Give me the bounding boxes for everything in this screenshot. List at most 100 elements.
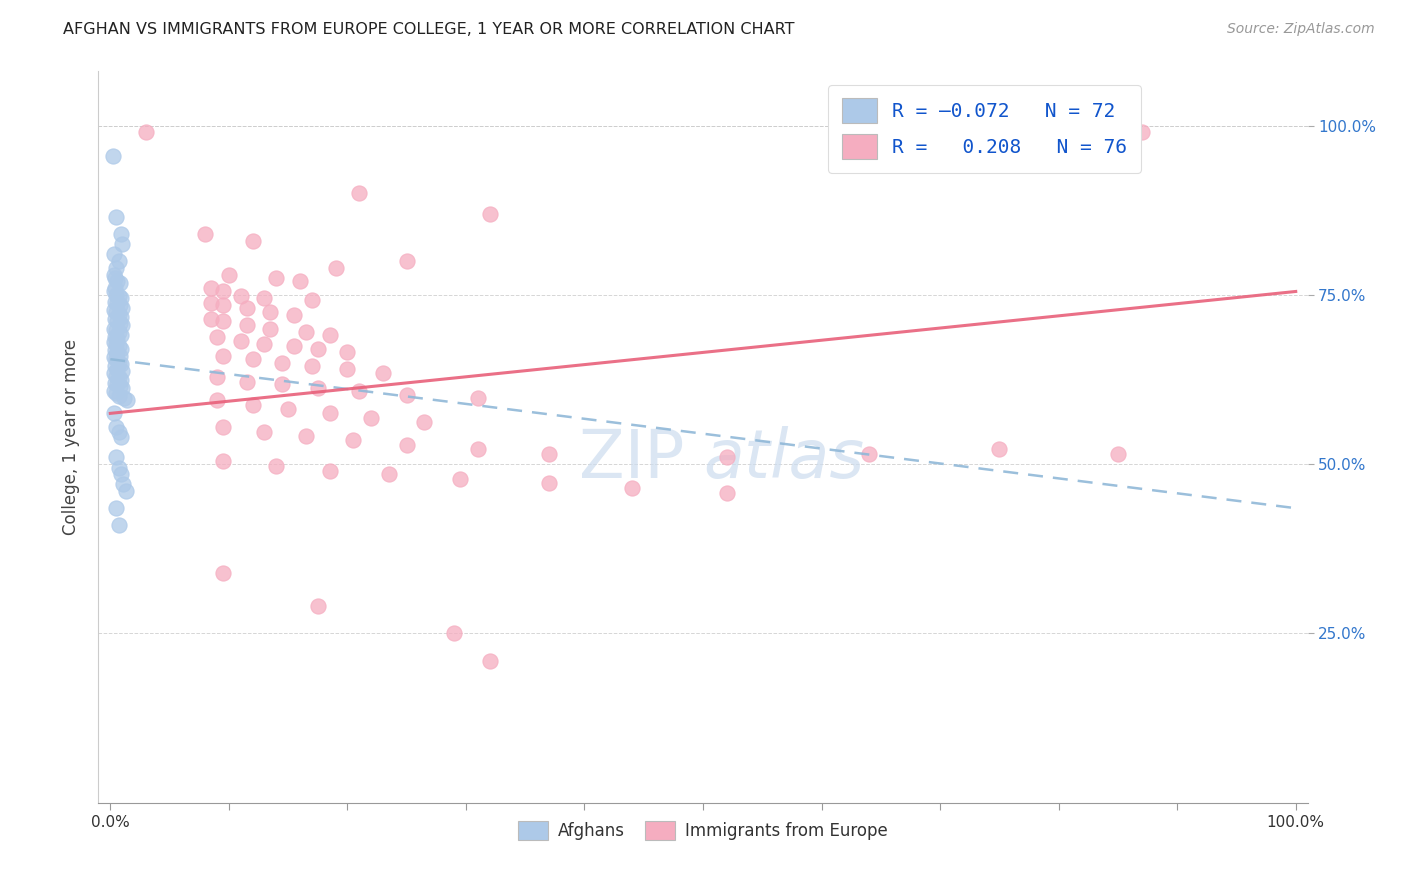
Point xyxy=(110,342,132,356)
Point xyxy=(212,566,235,580)
Point xyxy=(111,301,134,316)
Point xyxy=(342,434,364,448)
Point xyxy=(229,334,252,348)
Point xyxy=(105,296,128,310)
Point xyxy=(104,343,127,358)
Point xyxy=(107,425,129,439)
Point xyxy=(107,325,129,339)
Point xyxy=(253,291,276,305)
Point xyxy=(105,210,128,224)
Point xyxy=(103,322,125,336)
Point xyxy=(253,425,276,439)
Point xyxy=(318,328,340,343)
Point xyxy=(212,420,235,434)
Point xyxy=(104,281,127,295)
Point xyxy=(1107,447,1129,461)
Point xyxy=(858,447,880,461)
Point xyxy=(105,450,128,465)
Point xyxy=(413,415,436,429)
Point xyxy=(200,281,222,295)
Point xyxy=(105,362,128,376)
Point xyxy=(378,467,401,482)
Point xyxy=(537,476,560,491)
Point xyxy=(229,289,252,303)
Point xyxy=(205,370,228,384)
Point xyxy=(108,276,131,290)
Point xyxy=(716,450,738,465)
Point xyxy=(105,501,128,516)
Point xyxy=(307,381,329,395)
Point xyxy=(105,288,128,302)
Point xyxy=(107,389,129,403)
Point xyxy=(104,311,127,326)
Point xyxy=(104,330,127,344)
Point xyxy=(115,392,138,407)
Point xyxy=(110,310,132,324)
Point xyxy=(105,352,128,367)
Point xyxy=(212,285,235,299)
Point xyxy=(103,268,125,282)
Point xyxy=(242,398,264,412)
Point xyxy=(307,342,329,356)
Point xyxy=(103,350,125,364)
Point xyxy=(395,254,418,268)
Point xyxy=(301,293,323,308)
Point xyxy=(264,458,287,473)
Text: ZIP: ZIP xyxy=(579,426,685,492)
Point xyxy=(242,234,264,248)
Point xyxy=(101,149,124,163)
Point xyxy=(104,271,127,285)
Point xyxy=(103,285,125,299)
Point xyxy=(620,481,643,495)
Point xyxy=(271,377,294,392)
Point xyxy=(395,438,418,452)
Point xyxy=(988,442,1011,457)
Point xyxy=(111,318,134,333)
Point xyxy=(107,307,129,321)
Point xyxy=(212,298,235,312)
Point xyxy=(110,227,132,241)
Point xyxy=(110,467,132,482)
Point xyxy=(105,386,128,401)
Point xyxy=(194,227,217,241)
Point xyxy=(105,313,128,327)
Point xyxy=(395,388,418,402)
Point xyxy=(108,316,131,330)
Point xyxy=(259,322,281,336)
Point xyxy=(212,454,235,468)
Point xyxy=(103,406,125,420)
Point xyxy=(105,274,128,288)
Point xyxy=(104,376,127,390)
Point xyxy=(271,355,294,369)
Point xyxy=(716,485,738,500)
Text: Source: ZipAtlas.com: Source: ZipAtlas.com xyxy=(1227,22,1375,37)
Point xyxy=(104,294,127,309)
Point xyxy=(336,345,359,359)
Point xyxy=(103,384,125,398)
Text: atlas: atlas xyxy=(703,426,865,492)
Point xyxy=(105,260,128,275)
Point xyxy=(107,254,129,268)
Point xyxy=(537,447,560,461)
Point xyxy=(277,401,299,416)
Point xyxy=(112,477,135,491)
Point xyxy=(105,377,128,392)
Point xyxy=(114,484,136,499)
Point xyxy=(111,237,134,252)
Point xyxy=(104,359,127,373)
Point xyxy=(103,335,125,350)
Point xyxy=(107,355,129,369)
Point xyxy=(107,338,129,352)
Point xyxy=(307,599,329,614)
Point xyxy=(371,366,394,380)
Point xyxy=(107,460,129,475)
Point xyxy=(108,379,131,393)
Point xyxy=(205,392,228,407)
Point xyxy=(1130,125,1153,139)
Point xyxy=(235,318,257,333)
Point xyxy=(108,349,131,363)
Point xyxy=(212,349,235,363)
Point xyxy=(467,391,489,405)
Point xyxy=(135,125,157,139)
Point xyxy=(105,420,128,434)
